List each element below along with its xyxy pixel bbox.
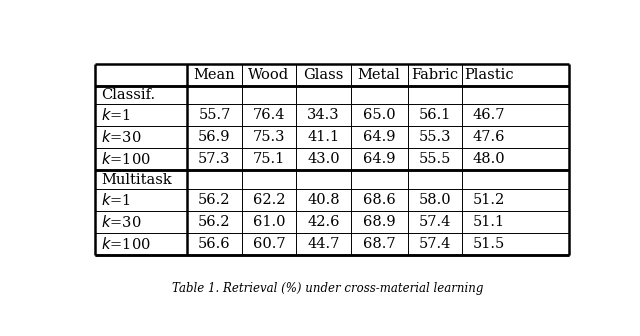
Text: $k$=30: $k$=30 (101, 129, 141, 145)
Text: 65.0: 65.0 (363, 108, 396, 122)
Text: 56.2: 56.2 (198, 215, 231, 229)
Text: $k$=1: $k$=1 (101, 107, 131, 123)
Text: Fabric: Fabric (411, 68, 458, 82)
Text: 46.7: 46.7 (473, 108, 506, 122)
Text: 68.6: 68.6 (363, 193, 396, 207)
Text: Metal: Metal (358, 68, 401, 82)
Text: 76.4: 76.4 (253, 108, 285, 122)
Text: 62.2: 62.2 (253, 193, 285, 207)
Text: Table 1. Retrieval (%) under cross-material learning: Table 1. Retrieval (%) under cross-mater… (172, 282, 484, 295)
Text: 48.0: 48.0 (473, 152, 506, 166)
Text: 75.1: 75.1 (253, 152, 285, 166)
Text: 55.3: 55.3 (419, 130, 451, 144)
Text: 57.4: 57.4 (419, 237, 451, 251)
Text: 57.3: 57.3 (198, 152, 231, 166)
Text: $k$=1: $k$=1 (101, 192, 131, 208)
Text: 51.1: 51.1 (473, 215, 506, 229)
Text: 68.9: 68.9 (363, 215, 396, 229)
Text: 51.2: 51.2 (473, 193, 506, 207)
Text: 64.9: 64.9 (363, 130, 396, 144)
Text: 58.0: 58.0 (419, 193, 451, 207)
Text: 55.7: 55.7 (198, 108, 230, 122)
Text: Multitask: Multitask (101, 173, 172, 186)
Text: Mean: Mean (194, 68, 236, 82)
Text: 42.6: 42.6 (307, 215, 340, 229)
Text: Wood: Wood (248, 68, 289, 82)
Text: 56.2: 56.2 (198, 193, 231, 207)
Text: 34.3: 34.3 (307, 108, 340, 122)
Text: 61.0: 61.0 (253, 215, 285, 229)
Text: $k$=100: $k$=100 (101, 151, 150, 167)
Text: 47.6: 47.6 (473, 130, 506, 144)
Text: 43.0: 43.0 (307, 152, 340, 166)
Text: 57.4: 57.4 (419, 215, 451, 229)
Text: $k$=30: $k$=30 (101, 214, 141, 230)
Text: 40.8: 40.8 (307, 193, 340, 207)
Text: 44.7: 44.7 (307, 237, 340, 251)
Text: 75.3: 75.3 (253, 130, 285, 144)
Text: 56.1: 56.1 (419, 108, 451, 122)
Text: 68.7: 68.7 (363, 237, 396, 251)
Text: Classif.: Classif. (101, 88, 155, 102)
Text: $k$=100: $k$=100 (101, 236, 150, 252)
Text: 41.1: 41.1 (307, 130, 339, 144)
Text: 60.7: 60.7 (253, 237, 285, 251)
Text: Plastic: Plastic (465, 68, 514, 82)
Text: Glass: Glass (303, 68, 344, 82)
Text: 55.5: 55.5 (419, 152, 451, 166)
Text: 56.9: 56.9 (198, 130, 231, 144)
Text: 56.6: 56.6 (198, 237, 231, 251)
Text: 64.9: 64.9 (363, 152, 396, 166)
Text: 51.5: 51.5 (473, 237, 506, 251)
